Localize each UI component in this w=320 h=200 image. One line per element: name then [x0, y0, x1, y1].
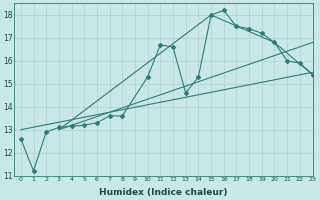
X-axis label: Humidex (Indice chaleur): Humidex (Indice chaleur) [99, 188, 228, 197]
